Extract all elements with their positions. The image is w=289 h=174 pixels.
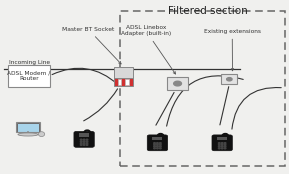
FancyBboxPatch shape — [147, 135, 168, 151]
Circle shape — [221, 143, 223, 144]
Circle shape — [218, 143, 220, 144]
Circle shape — [80, 139, 82, 140]
Circle shape — [86, 143, 88, 144]
Circle shape — [154, 143, 155, 144]
Bar — [16, 122, 40, 132]
Circle shape — [157, 146, 158, 147]
Circle shape — [160, 148, 161, 149]
Bar — [120, 11, 286, 166]
Circle shape — [157, 144, 158, 145]
Bar — [17, 123, 39, 132]
Text: Filtered section: Filtered section — [168, 6, 248, 16]
Circle shape — [227, 78, 232, 81]
Bar — [114, 67, 133, 77]
Circle shape — [157, 148, 158, 149]
Ellipse shape — [38, 132, 45, 137]
Circle shape — [218, 146, 220, 147]
Circle shape — [174, 81, 181, 86]
Bar — [217, 137, 227, 140]
Circle shape — [80, 141, 82, 142]
Circle shape — [154, 146, 155, 147]
Circle shape — [83, 139, 85, 140]
Circle shape — [157, 143, 158, 144]
Circle shape — [218, 148, 220, 149]
Circle shape — [224, 148, 226, 149]
Bar — [118, 80, 121, 85]
Circle shape — [86, 141, 88, 142]
Bar — [167, 77, 188, 90]
Circle shape — [160, 144, 161, 145]
Circle shape — [160, 146, 161, 147]
Bar — [79, 133, 89, 137]
Circle shape — [218, 144, 220, 145]
Text: Existing extensions: Existing extensions — [204, 29, 261, 71]
Circle shape — [86, 144, 88, 145]
Circle shape — [80, 143, 82, 144]
Circle shape — [83, 144, 85, 145]
Circle shape — [221, 144, 223, 145]
Circle shape — [86, 139, 88, 140]
Circle shape — [221, 148, 223, 149]
Circle shape — [224, 144, 226, 145]
Circle shape — [224, 146, 226, 147]
Bar — [114, 77, 133, 86]
Circle shape — [83, 141, 85, 142]
Ellipse shape — [18, 133, 38, 136]
Text: ADSL Modem /
Router: ADSL Modem / Router — [7, 70, 50, 81]
Bar — [153, 137, 162, 140]
Circle shape — [160, 143, 161, 144]
Text: Master BT Socket: Master BT Socket — [62, 27, 121, 64]
Text: Incoming Line: Incoming Line — [9, 60, 51, 65]
Bar — [8, 65, 50, 87]
FancyBboxPatch shape — [212, 135, 232, 151]
Circle shape — [221, 146, 223, 147]
Bar — [125, 80, 129, 85]
Bar — [221, 74, 237, 84]
Circle shape — [154, 144, 155, 145]
Circle shape — [83, 143, 85, 144]
Circle shape — [154, 148, 155, 149]
Circle shape — [80, 144, 82, 145]
Text: ADSL Linebox
Adapter (built-in): ADSL Linebox Adapter (built-in) — [121, 25, 175, 74]
Circle shape — [224, 143, 226, 144]
FancyBboxPatch shape — [74, 132, 94, 147]
